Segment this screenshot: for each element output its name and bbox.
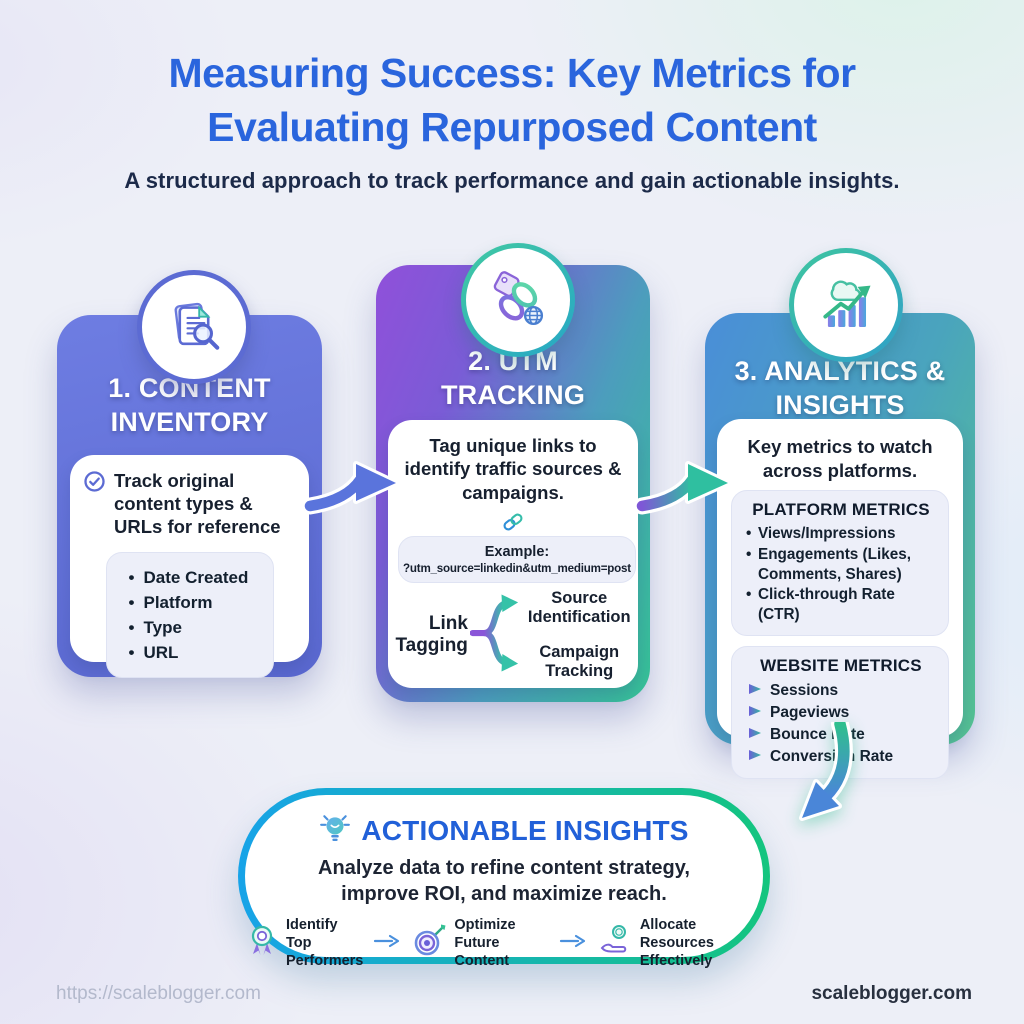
- fork-label: Link Tagging: [395, 612, 468, 657]
- card3-title: 3. ANALYTICS & INSIGHTS: [734, 356, 946, 420]
- insights-heading: ACTIONABLE INSIGHTS: [361, 814, 689, 846]
- step-arrow-icon: [559, 933, 587, 954]
- insights-description: Analyze data to refine content strategy,…: [318, 857, 690, 905]
- lightbulb-icon: [319, 812, 351, 849]
- card-analytics-insights: 3. ANALYTICS & INSIGHTS Key metrics to w…: [705, 313, 975, 780]
- check-circle-icon: [83, 470, 106, 498]
- list-item: Sessions: [770, 682, 839, 700]
- utm-example-box: Example: ?utm_source=linkedin&utm_medium…: [398, 535, 636, 583]
- list-item: Click-through Rate (CTR): [744, 585, 938, 625]
- example-label: Example:: [484, 543, 550, 560]
- page-title-line2: Evaluating Repurposed Content: [207, 104, 817, 151]
- list-item: Views/Impressions: [744, 524, 938, 544]
- website-metrics-heading: WEBSITE METRICS: [760, 656, 922, 676]
- card3-description: Key metrics to watch across platforms.: [747, 436, 933, 481]
- card2-panel: Tag unique links to identify traffic sou…: [388, 420, 638, 688]
- award-icon: [245, 923, 279, 964]
- platform-metrics-box: PLATFORM METRICS Views/Impressions Engag…: [731, 490, 949, 637]
- card-utm-tracking: 2. UTM TRACKING Tag unique links to iden…: [376, 265, 650, 702]
- step-optimize-future-content: Optimize Future Content: [411, 917, 548, 970]
- example-code: ?utm_source=linkedin&utm_medium=post: [403, 561, 631, 575]
- fork-target-bottom: Campaign Tracking: [539, 643, 620, 681]
- card2-title: 2. UTM TRACKING: [440, 346, 586, 410]
- arrow-card3-to-insights-icon: [799, 722, 853, 821]
- page-title-line1: Measuring Success: Key Metrics for: [168, 50, 856, 96]
- website-metrics-box: WEBSITE METRICS Sessions Pageviews Bounc…: [731, 646, 949, 780]
- list-item: Engagements (Likes, Comments, Shares): [744, 545, 938, 585]
- list-item: Date Created: [129, 565, 273, 590]
- actionable-insights-panel: ACTIONABLE INSIGHTS Analyze data to refi…: [238, 788, 770, 969]
- target-icon: [411, 923, 447, 964]
- page-title: Measuring Success: Key Metrics for Evalu…: [0, 46, 1024, 154]
- arrow-card1-to-card2-icon: [302, 461, 399, 515]
- document-search-icon: [137, 270, 251, 384]
- page-subtitle: A structured approach to track performan…: [124, 168, 900, 194]
- arrow-bullet-icon: [748, 702, 762, 724]
- hand-coin-icon: [597, 924, 633, 963]
- list-item: Conversion Rate: [770, 748, 894, 766]
- platform-metrics-heading: PLATFORM METRICS: [752, 500, 930, 520]
- step-identify-top-performers: Identify Top Performers: [245, 917, 363, 970]
- list-item: Pageviews: [770, 704, 850, 722]
- arrow-card2-to-card3-icon: [634, 461, 731, 515]
- arrow-bullet-icon: [748, 680, 762, 702]
- card1-description: Track original content types & URLs for …: [114, 470, 281, 537]
- link-icon: [398, 510, 628, 534]
- card1-checklist: Date Created Platform Type URL: [105, 551, 274, 679]
- fork-target-top: Source Identification: [527, 589, 631, 627]
- fork-brace-icon: [469, 589, 526, 682]
- step-arrow-icon: [373, 933, 401, 954]
- step-allocate-resources: Allocate Resources Effectively: [597, 917, 763, 970]
- card1-panel: Track original content types & URLs for …: [70, 455, 309, 679]
- list-item: Type: [129, 615, 273, 640]
- arrow-bullet-icon: [748, 746, 762, 768]
- analytics-growth-icon: [789, 248, 903, 362]
- card2-description: Tag unique links to identify traffic sou…: [404, 435, 622, 503]
- list-item: URL: [129, 640, 273, 665]
- header: Measuring Success: Key Metrics for Evalu…: [0, 46, 1024, 194]
- footer-url-left: https://scaleblogger.com: [56, 983, 261, 1004]
- arrow-bullet-icon: [748, 724, 762, 746]
- card3-panel: Key metrics to watch across platforms. P…: [717, 419, 963, 780]
- tag-link-globe-icon: [461, 243, 575, 357]
- list-item: Platform: [129, 590, 273, 615]
- footer-brand-right: scaleblogger.com: [811, 983, 972, 1004]
